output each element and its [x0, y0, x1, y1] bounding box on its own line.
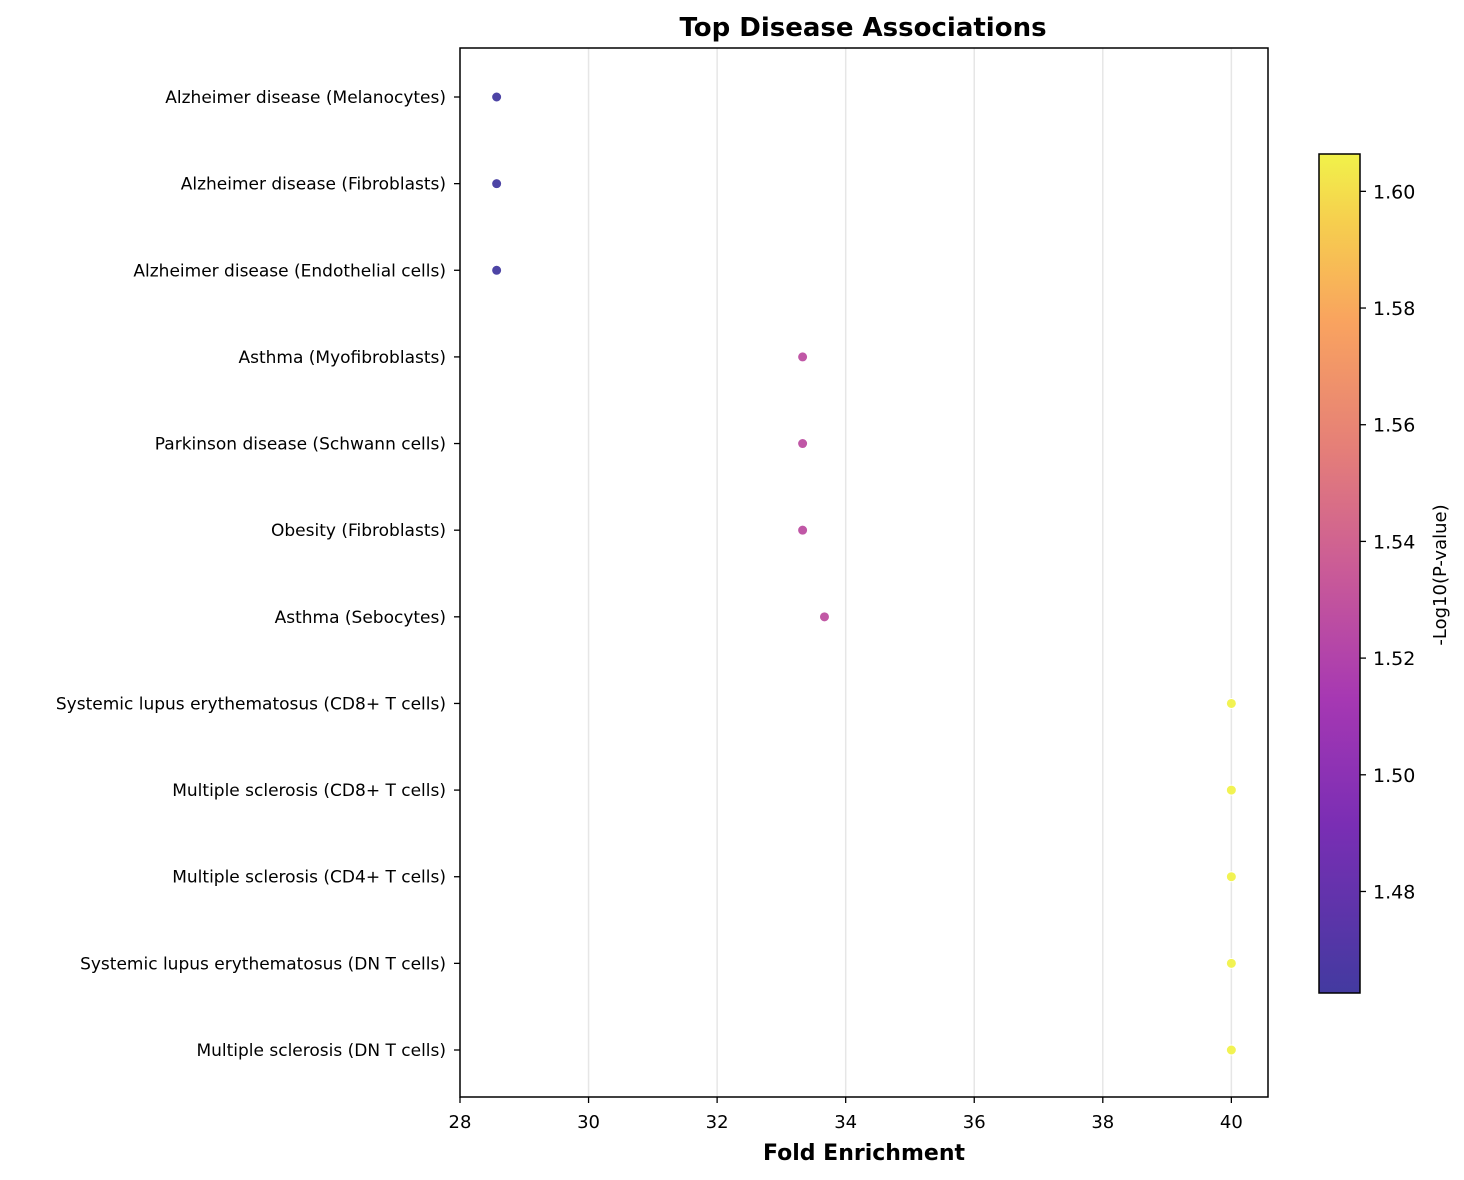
- colorbar-tick-label: 1.60: [1373, 181, 1415, 203]
- x-tick-label: 40: [1220, 1112, 1243, 1133]
- data-point: [1225, 784, 1237, 796]
- colorbar-tick-label: 1.50: [1373, 765, 1415, 787]
- y-tick-label: Alzheimer disease (Melanocytes): [165, 88, 446, 108]
- data-point: [1225, 871, 1237, 883]
- x-tick-label: 36: [963, 1112, 986, 1133]
- data-points: [491, 91, 1237, 1056]
- x-tick-label: 28: [449, 1112, 472, 1133]
- colorbar-tick-label: 1.56: [1373, 415, 1415, 437]
- colorbar-tick-label: 1.48: [1373, 881, 1415, 903]
- data-point: [1225, 697, 1237, 709]
- x-axis-ticks: 28 30 32 34 36 38 40: [449, 1097, 1243, 1133]
- chart-title: Top Disease Associations: [679, 13, 1046, 43]
- y-tick-label: Asthma (Sebocytes): [275, 608, 446, 628]
- y-tick-label: Systemic lupus erythematosus (CD8+ T cel…: [56, 694, 446, 714]
- colorbar-tick-label: 1.52: [1373, 648, 1415, 670]
- y-tick-label: Obesity (Fibroblasts): [271, 521, 446, 541]
- y-tick-label: Alzheimer disease (Endothelial cells): [133, 261, 446, 281]
- x-tick-label: 30: [577, 1112, 600, 1133]
- colorbar-gradient: [1318, 153, 1361, 994]
- colorbar-tick-label: 1.54: [1373, 531, 1415, 553]
- colorbar-tick-label: 1.58: [1373, 298, 1415, 320]
- data-point: [1225, 957, 1237, 969]
- x-axis-label: Fold Enrichment: [763, 1141, 965, 1166]
- x-tick-label: 38: [1091, 1112, 1114, 1133]
- y-tick-label: Systemic lupus erythematosus (DN T cells…: [80, 954, 446, 974]
- y-tick-label: Multiple sclerosis (CD8+ T cells): [172, 781, 446, 801]
- y-tick-label: Multiple sclerosis (CD4+ T cells): [172, 868, 446, 888]
- data-point: [797, 524, 809, 536]
- plot-frame: [459, 47, 1269, 1098]
- colorbar-label: -Log10(P-value): [1430, 504, 1451, 645]
- x-tick-label: 32: [706, 1112, 729, 1133]
- data-point: [797, 438, 809, 450]
- data-point: [491, 178, 503, 190]
- data-point: [818, 611, 830, 623]
- data-point: [491, 91, 503, 103]
- data-point: [491, 264, 503, 276]
- y-tick-label: Alzheimer disease (Fibroblasts): [181, 175, 446, 195]
- colorbar-ticks: 1.48 1.50 1.52 1.54 1.56 1.58 1.60: [1360, 181, 1415, 903]
- x-tick-label: 34: [834, 1112, 857, 1133]
- x-gridlines: [587, 48, 1233, 1097]
- y-tick-label: Asthma (Myofibroblasts): [238, 348, 446, 368]
- y-tick-label: Multiple sclerosis (DN T cells): [196, 1041, 446, 1061]
- data-point: [1225, 1044, 1237, 1056]
- y-axis-ticks: Alzheimer disease (Melanocytes) Alzheimer…: [56, 88, 460, 1061]
- colorbar: 1.48 1.50 1.52 1.54 1.56 1.58 1.60 -Log10(P-va…: [1318, 153, 1451, 994]
- data-point: [797, 351, 809, 363]
- y-tick-label: Parkinson disease (Schwann cells): [155, 435, 446, 455]
